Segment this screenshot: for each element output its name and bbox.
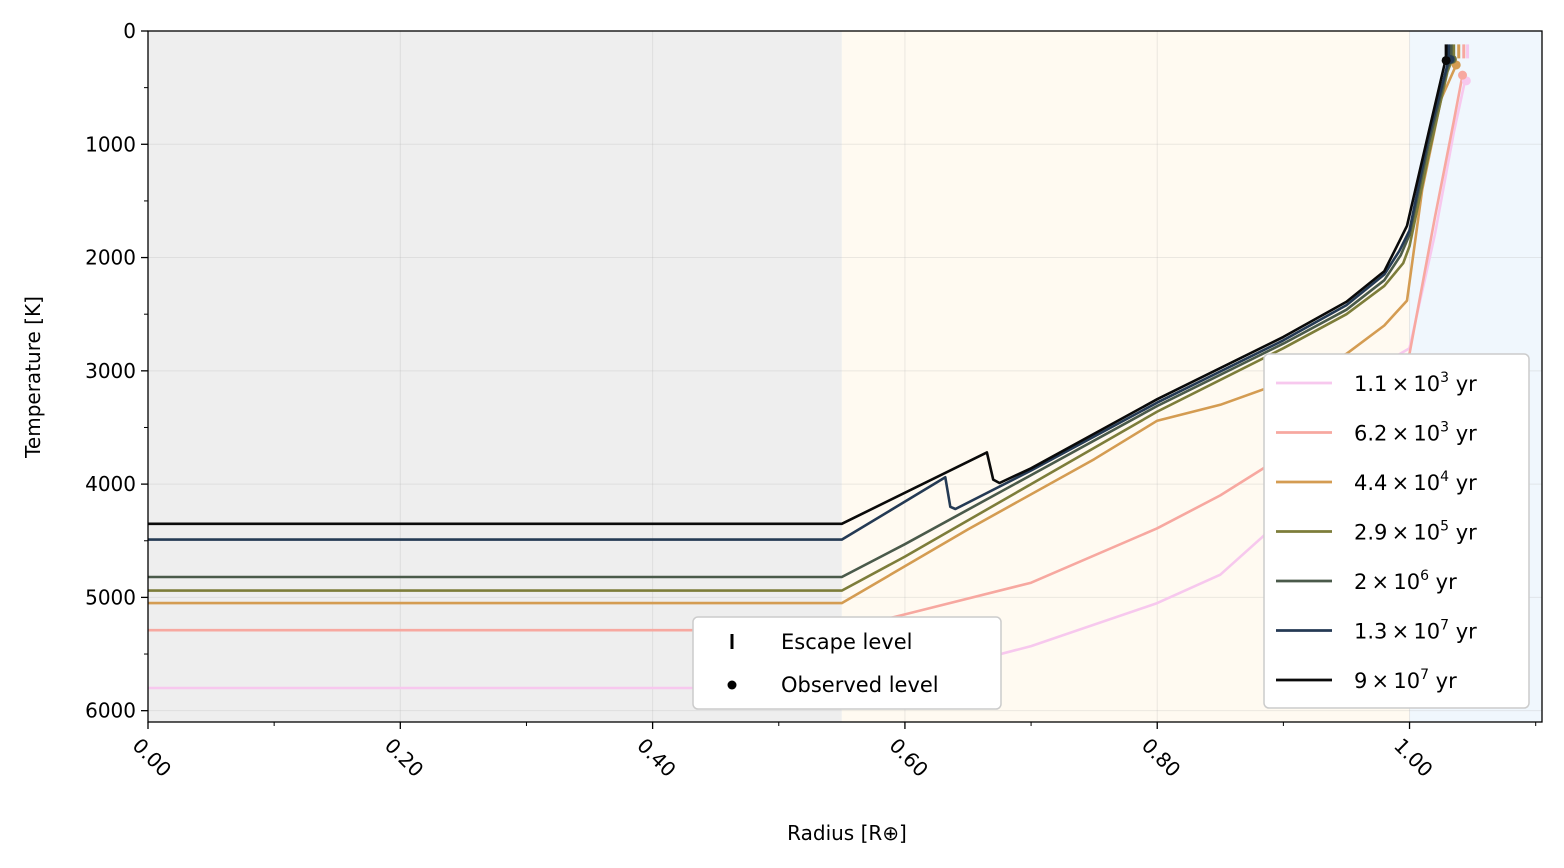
plot-frame (147, 30, 1543, 723)
grid (147, 30, 1542, 722)
region-0 (148, 31, 842, 722)
x-tick-label: 0.40 (632, 733, 680, 781)
level-markers (1441, 44, 1471, 86)
x-tick-label: 0.80 (1137, 733, 1185, 781)
series-legend: 1.1 × 103 yr 6.2 × 103 yr 4.4 × 104 yr 2.9 … (1263, 353, 1530, 709)
y-tick-label: 4000 (85, 472, 136, 496)
y-tick-label: 6000 (85, 699, 136, 723)
y-tick-label: 2000 (85, 246, 136, 270)
series-line-3 (148, 58, 1454, 592)
observed-marker-6 (1441, 55, 1451, 65)
legend-entry-0: 1.1 × 103 yr (1354, 370, 1477, 396)
x-tick-label: 0.20 (380, 733, 428, 781)
y-tick-label: 0 (123, 19, 136, 43)
legend-entry-2: 4.4 × 104 yr (1354, 469, 1477, 495)
y-tick-label: 5000 (85, 585, 136, 609)
legend-entry-3: 2.9 × 105 yr (1354, 519, 1477, 545)
legend-entry-5: 1.3 × 107 yr (1354, 618, 1477, 644)
x-axis-label: Radius [R⊕] (787, 821, 907, 845)
x-tick-label: 1.00 (1389, 733, 1437, 781)
x-axis-ticks: 0.00 0.20 0.40 0.60 0.80 1.00 (128, 722, 1537, 782)
y-axis-label: Temperature [K] (21, 296, 45, 459)
observed-marker-1 (1458, 70, 1468, 80)
legend-escape-level: Escape level (781, 630, 913, 654)
legend-entry-1: 6.2 × 103 yr (1354, 420, 1477, 446)
series-line-5 (148, 58, 1452, 541)
y-tick-label: 1000 (85, 132, 136, 156)
series-line-6 (148, 58, 1449, 526)
series-line-4 (148, 58, 1453, 579)
legend-observed-level: Observed level (781, 673, 939, 697)
x-tick-label: 0.00 (128, 733, 176, 781)
observed-marker-swatch (727, 680, 737, 690)
marker-legend: Escape level Observed level (692, 616, 1002, 710)
legend-entry-4: 2 × 106 yr (1354, 568, 1457, 594)
y-tick-label: 3000 (85, 359, 136, 383)
x-tick-label: 0.60 (885, 733, 933, 781)
legend-entry-6: 9 × 107 yr (1354, 667, 1457, 693)
y-axis-ticks: 0 1000 2000 3000 4000 5000 6000 (85, 19, 148, 723)
